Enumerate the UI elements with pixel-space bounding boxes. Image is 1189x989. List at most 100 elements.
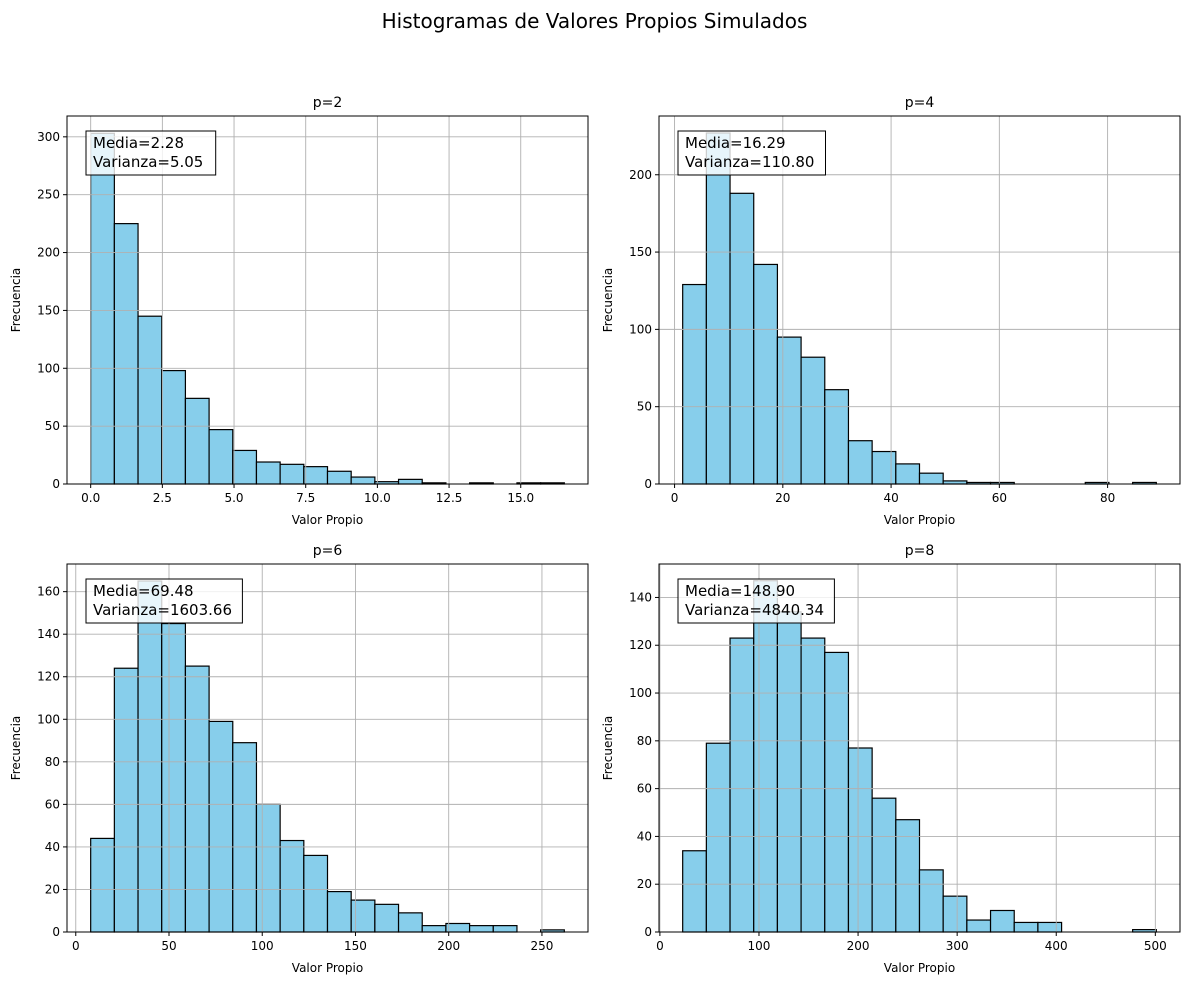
- histogram-bar: [918, 869, 944, 933]
- x-tick-label: 0: [671, 491, 679, 505]
- axes-frame: [66, 115, 589, 485]
- variance-annotation: Varianza=4840.34: [685, 601, 824, 619]
- histogram-bar: [137, 315, 163, 485]
- axes-frame: [66, 563, 589, 933]
- y-tick-label: 250: [37, 188, 60, 202]
- histogram-bar: [232, 742, 258, 933]
- y-tick-label: 60: [45, 797, 60, 811]
- y-axis-label: Frecuencia: [601, 268, 615, 333]
- x-axis-label: Valor Propio: [292, 961, 363, 975]
- histogram-bar: [350, 899, 376, 933]
- histogram-bar: [232, 449, 258, 485]
- y-tick-label: 100: [37, 361, 60, 375]
- histogram-bar: [800, 356, 826, 485]
- histogram-bar: [1013, 921, 1039, 933]
- subplot-title: p=8: [905, 543, 935, 559]
- mean-annotation: Media=2.28: [93, 134, 184, 152]
- histogram-bar: [326, 470, 352, 485]
- subplots-group: 0.0 2.5 5.0 7.5 10.0 12.5 15.00501001502002503…: [9, 95, 1181, 975]
- x-tick-label: 80: [1100, 491, 1115, 505]
- histogram-bar: [705, 742, 731, 933]
- histogram-bar: [137, 580, 163, 933]
- histogram-bar: [847, 747, 873, 933]
- y-tick-label: 0: [52, 477, 60, 491]
- variance-annotation: Varianza=1603.66: [93, 601, 232, 619]
- histogram-bar: [421, 925, 447, 933]
- y-tick-label: 140: [629, 590, 652, 604]
- y-axis-label: Frecuencia: [601, 716, 615, 781]
- histogram-bar: [303, 854, 329, 933]
- histogram-bar: [184, 397, 210, 485]
- y-tick-label: 100: [629, 322, 652, 336]
- histogram-bar: [279, 839, 305, 933]
- x-tick-label: 0.0: [81, 491, 100, 505]
- histogram-bar: [350, 476, 376, 485]
- histogram-bar: [682, 850, 707, 933]
- mean-annotation: Media=148.90: [685, 582, 795, 600]
- y-tick-label: 300: [37, 130, 60, 144]
- histogram-bar: [468, 925, 494, 933]
- histogram-bar: [374, 903, 400, 933]
- subplot-p-6: 0 50 100 150 200 250 0 20 40 60 80 100 120 140 160 p=6 V…: [9, 543, 589, 975]
- x-tick-label: 7.5: [296, 491, 315, 505]
- x-tick-label: 150: [344, 939, 367, 953]
- histogram-bar: [729, 637, 755, 933]
- subplot-title: p=4: [905, 95, 935, 111]
- x-tick-label: 2.5: [153, 491, 172, 505]
- y-tick-label: 60: [637, 782, 652, 796]
- histogram-bar: [208, 429, 234, 485]
- variance-annotation: Varianza=110.80: [685, 153, 814, 171]
- y-tick-label: 0: [52, 925, 60, 939]
- y-tick-label: 200: [37, 246, 60, 260]
- histogram-bar: [279, 463, 305, 485]
- x-tick-label: 500: [1144, 939, 1167, 953]
- x-tick-label: 50: [161, 939, 176, 953]
- histogram-bar: [90, 132, 115, 485]
- x-axis-label: Valor Propio: [884, 513, 955, 527]
- y-tick-label: 50: [637, 400, 652, 414]
- histogram-bar: [824, 389, 850, 485]
- histogram-bar: [871, 450, 897, 485]
- x-tick-label: 0: [72, 939, 80, 953]
- stats-annotation-box: [677, 578, 835, 624]
- y-tick-label: 50: [45, 419, 60, 433]
- x-tick-label: 20: [775, 491, 790, 505]
- stats-annotation-box: [677, 130, 826, 176]
- subplot-title: p=6: [313, 543, 343, 559]
- histogram-bar: [445, 922, 471, 933]
- x-tick-label: 100: [251, 939, 274, 953]
- histogram-bar: [492, 925, 518, 933]
- histogram-bar: [1037, 921, 1063, 933]
- y-tick-label: 120: [629, 638, 652, 652]
- x-axis-label: Valor Propio: [292, 513, 363, 527]
- histogram-bar: [397, 912, 423, 933]
- x-tick-label: 100: [748, 939, 771, 953]
- x-tick-label: 5.0: [224, 491, 243, 505]
- histogram-bar: [113, 223, 139, 485]
- y-tick-label: 0: [644, 925, 652, 939]
- x-tick-label: 300: [946, 939, 969, 953]
- y-tick-label: 120: [37, 670, 60, 684]
- histogram-bar: [800, 637, 826, 933]
- subplot-p-2: 0.0 2.5 5.0 7.5 10.0 12.5 15.0 0 50 100 150 200 250 3…: [9, 95, 589, 527]
- histogram-bar: [729, 192, 755, 485]
- histogram-bar: [753, 580, 779, 933]
- histogram-bar: [255, 461, 281, 485]
- histogram-bar: [161, 622, 187, 933]
- stats-annotation-box: [85, 130, 217, 176]
- mean-annotation: Media=16.29: [685, 134, 786, 152]
- mean-annotation: Media=69.48: [93, 582, 194, 600]
- y-tick-label: 140: [37, 627, 60, 641]
- histogram-bar: [113, 667, 139, 933]
- histogram-bar: [397, 478, 423, 485]
- histogram-bar: [895, 463, 921, 485]
- histogram-bar: [161, 369, 187, 485]
- y-tick-label: 20: [637, 877, 652, 891]
- x-tick-label: 40: [883, 491, 898, 505]
- x-tick-label: 250: [530, 939, 553, 953]
- y-tick-label: 160: [37, 585, 60, 599]
- histogram-bar: [824, 651, 850, 933]
- histogram-bar: [847, 440, 873, 485]
